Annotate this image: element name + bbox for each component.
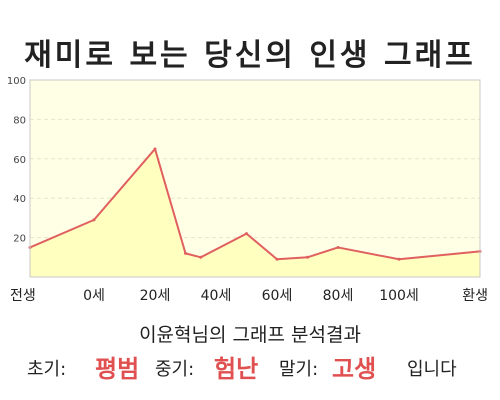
x-tick-label: 80세 [323,288,354,304]
y-tick-label: 80 [13,115,26,126]
life-area-fill [30,148,480,277]
late-value: 고생 [332,355,377,383]
early-label: 초기: [27,359,67,380]
y-tick-label: 60 [13,155,26,166]
plot-border [29,79,481,278]
x-tick-label: 40세 [201,288,232,304]
middle-value: 험난 [214,355,259,383]
analysis-subtitle: 이윤혁님의 그래프 분석결과 [139,324,361,346]
data-point [153,147,157,151]
early-value: 평범 [95,355,140,383]
x-tick-label: 100세 [379,288,419,304]
data-point [184,251,187,255]
y-tick-label: 100 [7,76,26,87]
x-tick-label: 0세 [83,288,105,304]
x-tick-label: 전생 [10,288,36,304]
x-tick-label: 환생 [462,288,488,304]
data-point [306,255,309,259]
result-suffix: 입니다 [407,359,457,380]
data-point [336,245,340,249]
middle-label: 중기: [155,359,195,380]
analysis-result: 초기: 평범 중기: 험난 말기: 고생 입니다 [0,345,500,385]
y-tick-label: 40 [13,194,26,205]
data-point [199,255,203,259]
x-tick-label: 60세 [262,288,293,304]
late-label: 말기: [279,359,319,380]
y-axis-labels: 100 80 60 40 20 [7,76,26,245]
x-tick-label: 20세 [140,288,171,304]
data-point [397,257,401,261]
x-axis-labels: 전생 0세 20세 40세 60세 80세 100세 환생 [10,288,488,304]
plot-area [28,79,482,278]
data-point [245,232,248,236]
chart-title: 재미로 보는 당신의 인생 그래프 [24,38,476,73]
data-point [92,218,96,222]
data-point [275,257,279,261]
y-tick-label: 20 [13,234,26,245]
